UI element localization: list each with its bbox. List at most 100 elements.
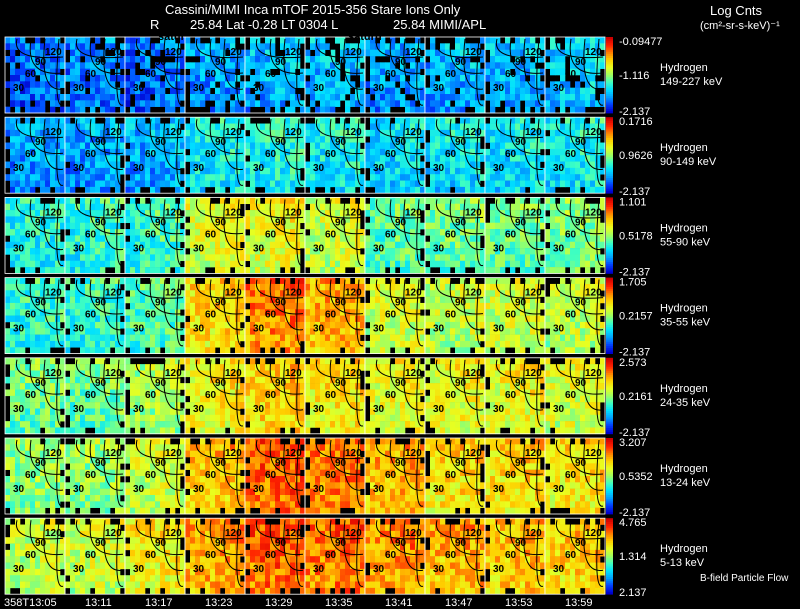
pixel: [320, 197, 326, 205]
pixel: [170, 328, 176, 335]
pixel: [560, 254, 566, 262]
pixel: [170, 260, 176, 268]
pixel: [45, 186, 51, 194]
pixel: [400, 148, 406, 156]
pixel: [440, 180, 446, 188]
pixel: [580, 142, 586, 150]
pixel: [60, 148, 66, 156]
pitch-angle-label: 30: [553, 83, 565, 94]
pixel: [110, 277, 116, 285]
pixel: [240, 117, 246, 124]
pixel: [90, 68, 96, 76]
pixel: [310, 94, 316, 101]
pitch-angle-contour: [116, 199, 124, 266]
pixel: [110, 334, 116, 342]
pixel: [360, 235, 366, 243]
pixel: [450, 87, 456, 95]
pixel: [595, 167, 601, 175]
pixel: [400, 117, 406, 124]
pixel: [540, 37, 546, 44]
pixel: [310, 210, 316, 217]
pixel: [290, 302, 296, 310]
pixel: [300, 315, 306, 323]
pixel: [510, 222, 516, 230]
pixel: [70, 49, 76, 57]
pixel: [210, 277, 216, 285]
pitch-angle-contour: [163, 119, 184, 170]
pixel: [15, 87, 21, 95]
pixel: [260, 123, 266, 131]
pixel: [240, 283, 246, 291]
pixel: [435, 186, 441, 194]
pixel: [135, 321, 141, 329]
pixel: [270, 129, 276, 137]
pixel: [385, 283, 391, 291]
pixel: [95, 229, 101, 236]
pixel: [345, 302, 351, 310]
pixel: [90, 56, 96, 63]
pixel: [145, 267, 151, 274]
pixel: [395, 210, 401, 217]
pixel: [335, 180, 341, 188]
pixel: [370, 229, 376, 236]
pixel: [10, 94, 16, 101]
pixel: [315, 148, 321, 156]
pixel: [5, 347, 11, 354]
pitch-angle-contour: [195, 119, 244, 139]
pitch-angle-label: 120: [405, 47, 422, 58]
pixel: [90, 62, 96, 69]
pixel: [425, 94, 431, 101]
pixel: [425, 155, 431, 162]
pixel: [50, 142, 56, 150]
pixel: [260, 267, 266, 274]
pixel: [565, 49, 571, 57]
pixel: [275, 222, 281, 230]
pixel: [95, 241, 101, 249]
pixel: [390, 197, 396, 205]
pixel: [105, 248, 111, 255]
pixel: [220, 254, 226, 262]
pixel: [400, 283, 406, 291]
pixel: [75, 167, 81, 175]
pixel: [250, 309, 256, 316]
pixel: [165, 129, 171, 137]
row-1: 1209060301209060301209060301209060301209…: [4, 116, 606, 194]
pixel: [300, 203, 306, 211]
pixel: [375, 180, 381, 188]
pixel: [405, 180, 411, 188]
pixel: [460, 216, 466, 224]
pixel: [290, 197, 296, 205]
pixel: [365, 94, 371, 101]
pixel: [290, 161, 296, 169]
pixel: [15, 328, 21, 335]
pixel: [95, 302, 101, 310]
pixel: [190, 197, 196, 205]
pixel: [390, 94, 396, 101]
pixel: [100, 100, 106, 107]
pixel: [575, 117, 581, 124]
pitch-angle-contour: [476, 199, 484, 266]
pixel: [335, 75, 341, 82]
pixel: [565, 203, 571, 211]
pixel: [5, 222, 11, 230]
pixel: [315, 49, 321, 57]
pixel: [540, 136, 546, 143]
pixel: [135, 241, 141, 249]
pixel: [445, 155, 451, 162]
pixel: [405, 136, 411, 143]
pixel: [400, 167, 406, 175]
pixel: [160, 290, 166, 297]
pixel: [270, 167, 276, 175]
pixel: [460, 167, 466, 175]
pixel: [405, 174, 411, 181]
pixel: [415, 267, 421, 274]
pixel: [315, 68, 321, 76]
pixel: [345, 87, 351, 95]
pixel: [475, 203, 481, 211]
pixel: [135, 129, 141, 137]
pixel: [125, 283, 131, 291]
pixel: [35, 94, 41, 101]
pixel: [100, 87, 106, 95]
pixel: [515, 260, 521, 268]
